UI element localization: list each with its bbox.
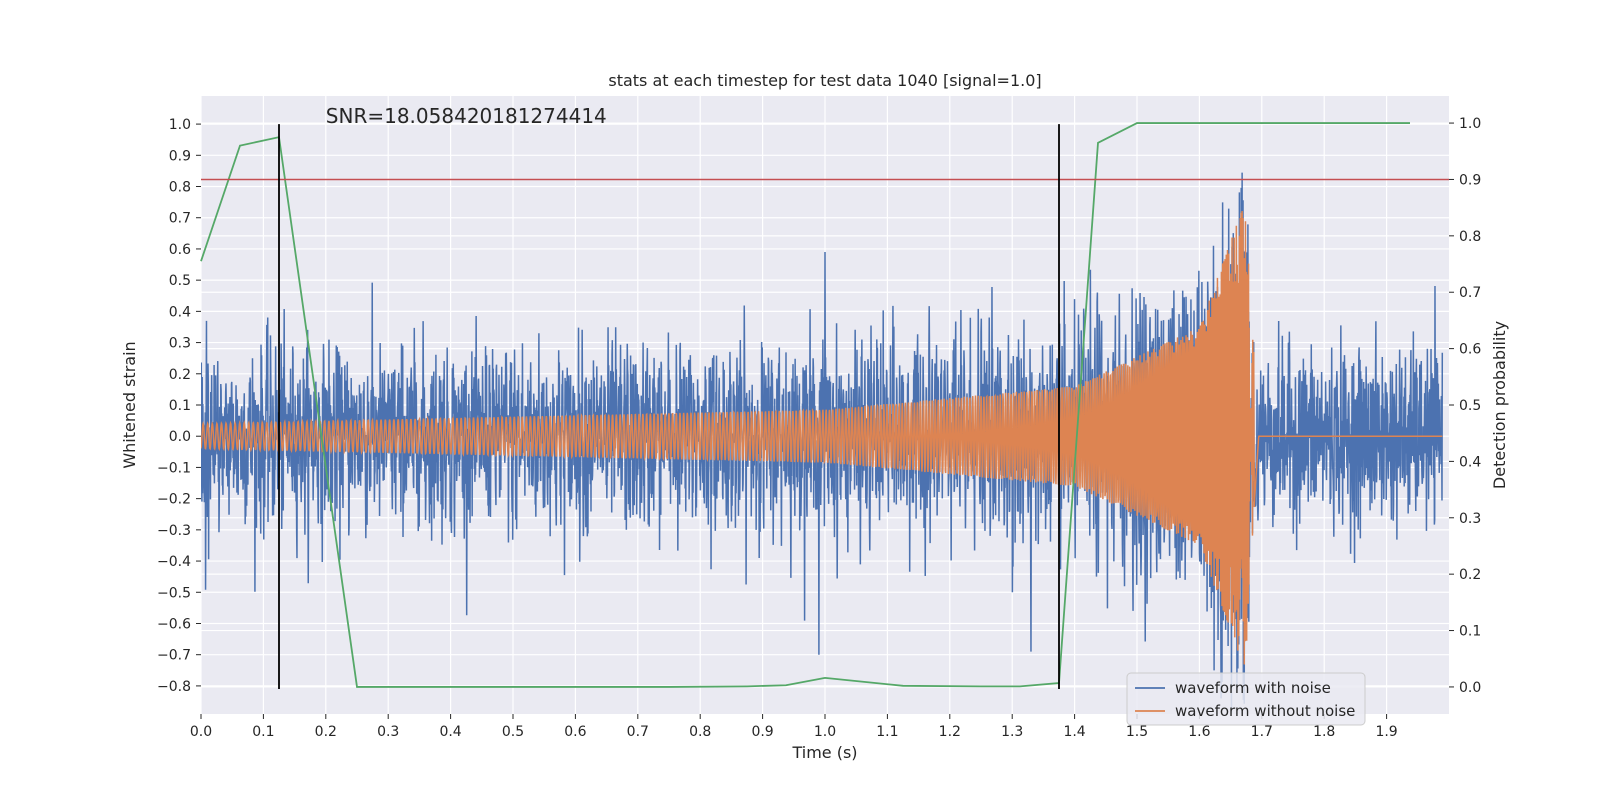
x-tick-label: 1.9 <box>1375 724 1397 740</box>
x-tick-label: 1.5 <box>1126 724 1148 740</box>
series-line-detection-probability <box>200 122 1410 688</box>
x-tick-label: 1.8 <box>1313 724 1335 740</box>
series-line-waveform-without-noise <box>201 211 1443 665</box>
x-tick-label: 0.3 <box>377 724 399 740</box>
x-tick-label: 1.3 <box>1001 724 1023 740</box>
y2-tick-label: 0.3 <box>1459 511 1481 527</box>
y-tick-label: −0.1 <box>157 460 191 476</box>
x-tick-label: 1.0 <box>814 724 836 740</box>
x-tick-label: 1.6 <box>1188 724 1210 740</box>
y2-tick-label: 0.6 <box>1459 342 1481 358</box>
y-tick-label: 0.2 <box>169 367 191 383</box>
y-tick-label: 0.8 <box>169 180 191 196</box>
y2-tick-label: 1.0 <box>1459 116 1481 132</box>
y2-tick-label: 0.8 <box>1459 229 1481 245</box>
x-tick-label: 0.7 <box>627 724 649 740</box>
series-layer <box>200 122 1449 713</box>
y2-tick-label: 0.5 <box>1459 398 1481 414</box>
y-tick-label: −0.3 <box>157 523 191 539</box>
chart-title: stats at each timestep for test data 104… <box>608 71 1041 90</box>
x-tick-label: 0.4 <box>439 724 461 740</box>
y-tick-label: −0.5 <box>157 585 191 601</box>
x-tick-label: 1.4 <box>1063 724 1085 740</box>
y-axis-label: Whitened strain <box>120 341 139 468</box>
legend-label-noisy: waveform with noise <box>1175 679 1331 697</box>
x-tick-label: 0.0 <box>190 724 212 740</box>
y2-tick-label: 0.2 <box>1459 567 1481 583</box>
legend-label-clean: waveform without noise <box>1175 702 1355 720</box>
y2-tick-label: 0.1 <box>1459 624 1481 640</box>
x-tick-label: 1.1 <box>876 724 898 740</box>
y-tick-label: 0.9 <box>169 148 191 164</box>
y-tick-label: 0.7 <box>169 211 191 227</box>
y-tick-label: −0.6 <box>157 616 191 632</box>
x-tick-label: 0.5 <box>502 724 524 740</box>
y-tick-label: 0.0 <box>169 429 191 445</box>
y2-tick-label: 0.7 <box>1459 285 1481 301</box>
x-tick-label: 1.2 <box>939 724 961 740</box>
y-tick-label: 0.5 <box>169 273 191 289</box>
snr-annotation: SNR=18.058420181274414 <box>326 104 607 128</box>
y-tick-label: −0.2 <box>157 492 191 508</box>
y-tick-label: 0.4 <box>169 304 191 320</box>
y2-tick-label: 0.9 <box>1459 172 1481 188</box>
x-axis-label: Time (s) <box>791 743 857 762</box>
x-tick-label: 0.8 <box>689 724 711 740</box>
y-tick-label: −0.4 <box>157 554 191 570</box>
y-tick-label: 0.6 <box>169 242 191 258</box>
y-tick-label: 0.3 <box>169 336 191 352</box>
axes-layer: 0.0 0.1 0.2 0.3 0.4 0.5 0.6 0.7 0.8 0.9 1.0 1.1 1.2 1… <box>157 116 1481 740</box>
y-tick-label: 0.1 <box>169 398 191 414</box>
y2-tick-label: 0.0 <box>1459 680 1481 696</box>
x-tick-label: 0.1 <box>252 724 274 740</box>
y2-axis-label: Detection probability <box>1490 321 1509 489</box>
y2-tick-label: 0.4 <box>1459 454 1481 470</box>
legend-box <box>1126 672 1366 726</box>
x-tick-label: 0.9 <box>751 724 773 740</box>
y-tick-label: −0.7 <box>157 648 191 664</box>
x-tick-label: 0.6 <box>564 724 586 740</box>
y-tick-label: 1.0 <box>169 117 191 133</box>
legend: waveform with noise waveform without noi… <box>1126 672 1366 726</box>
y-tick-label: −0.8 <box>157 679 191 695</box>
x-tick-label: 0.2 <box>315 724 337 740</box>
x-tick-label: 1.7 <box>1251 724 1273 740</box>
